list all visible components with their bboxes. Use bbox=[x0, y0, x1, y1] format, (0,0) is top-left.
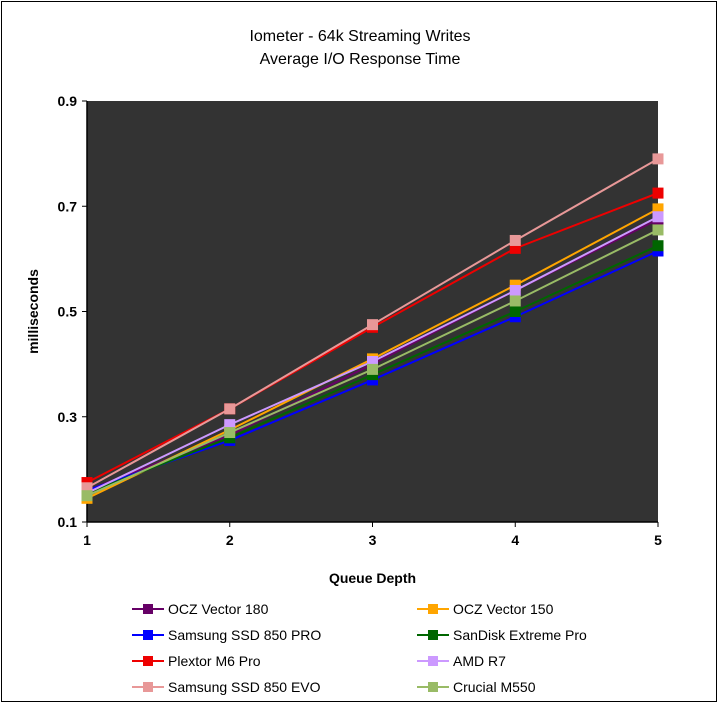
data-point-marker bbox=[652, 153, 664, 165]
y-tick-label: 0.1 bbox=[58, 514, 78, 530]
x-tick-label: 3 bbox=[369, 532, 377, 548]
x-tick-label: 2 bbox=[226, 532, 234, 548]
y-tick-label: 0.5 bbox=[58, 304, 78, 320]
y-tick-label: 0.3 bbox=[58, 409, 78, 425]
data-point-marker bbox=[652, 203, 664, 215]
legend-label: Crucial M550 bbox=[453, 679, 536, 695]
y-axis-label: milliseconds bbox=[25, 269, 41, 354]
data-point-marker bbox=[367, 355, 378, 367]
legend-label: OCZ Vector 150 bbox=[453, 601, 554, 617]
data-point-marker bbox=[652, 224, 664, 236]
legend-label: OCZ Vector 180 bbox=[168, 601, 269, 617]
data-point-marker bbox=[81, 490, 93, 502]
legend-marker bbox=[428, 604, 438, 614]
data-point-marker bbox=[367, 319, 378, 331]
data-point-marker bbox=[509, 242, 521, 254]
x-axis-label: Queue Depth bbox=[329, 570, 416, 586]
x-tick-label: 4 bbox=[511, 532, 519, 548]
legend-label: Samsung SSD 850 PRO bbox=[168, 627, 321, 643]
data-point-marker bbox=[224, 427, 236, 439]
data-point-marker bbox=[652, 240, 664, 252]
legend-label: SanDisk Extreme Pro bbox=[453, 627, 587, 643]
data-point-marker bbox=[652, 187, 664, 199]
data-point-marker bbox=[81, 482, 93, 494]
legend-label: Plextor M6 Pro bbox=[168, 653, 261, 669]
x-tick-label: 5 bbox=[654, 532, 662, 548]
y-tick-label: 0.7 bbox=[58, 198, 78, 214]
data-point-marker bbox=[509, 284, 521, 296]
legend-marker bbox=[428, 630, 438, 640]
data-point-marker bbox=[224, 403, 236, 415]
data-point-marker bbox=[367, 363, 378, 375]
chart-title: Iometer - 64k Streaming Writes bbox=[249, 28, 471, 45]
chart-subtitle: Average I/O Response Time bbox=[259, 51, 461, 68]
data-point-marker bbox=[652, 211, 664, 223]
legend-marker bbox=[143, 630, 153, 640]
legend-label: Samsung SSD 850 EVO bbox=[168, 679, 321, 695]
legend-marker bbox=[143, 656, 153, 666]
legend-marker bbox=[428, 656, 438, 666]
legend-marker bbox=[428, 682, 438, 692]
legend-label: AMD R7 bbox=[453, 653, 506, 669]
legend-marker bbox=[143, 604, 153, 614]
data-point-marker bbox=[224, 419, 236, 431]
legend-marker bbox=[143, 682, 153, 692]
x-tick-label: 1 bbox=[83, 532, 91, 548]
data-point-marker bbox=[509, 306, 521, 317]
data-point-marker bbox=[509, 295, 521, 307]
data-point-marker bbox=[509, 234, 521, 246]
y-tick-label: 0.9 bbox=[58, 93, 78, 109]
